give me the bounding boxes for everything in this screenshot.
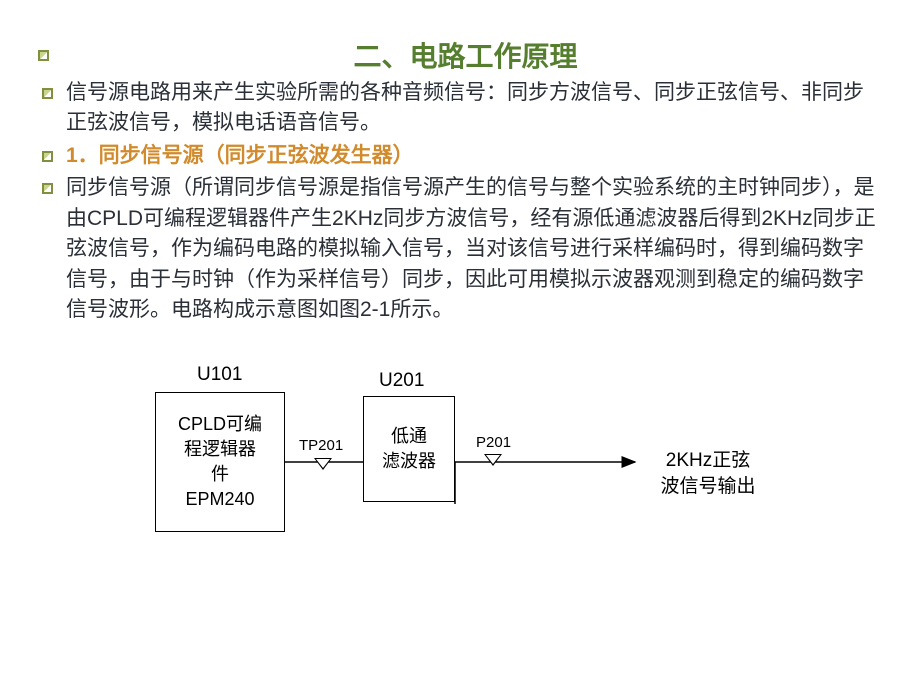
tp201-label: TP201 xyxy=(299,437,343,454)
probe-icon xyxy=(314,458,332,470)
slide-title: 二、电路工作原理 xyxy=(63,35,868,75)
box1-line2: 程逻辑器 xyxy=(184,437,256,462)
slide-body: 信号源电路用来产生实验所需的各种音频信号：同步方波信号、同步正弦信号、非同步正弦… xyxy=(66,78,876,328)
subhead-text: 1．同步信号源（同步正弦波发生器） xyxy=(66,144,414,167)
lpf-box: 低通 滤波器 xyxy=(363,396,455,502)
box2-line2: 滤波器 xyxy=(382,449,436,474)
box1-line4: EPM240 xyxy=(185,487,254,512)
slide: 二、电路工作原理 信号源电路用来产生实验所需的各种音频信号：同步方波信号、同步正… xyxy=(0,0,920,690)
title-bullet-icon xyxy=(38,50,49,61)
para-2: 同步信号源（所谓同步信号源是指信号源产生的信号与整个实验系统的主时钟同步），是由… xyxy=(66,173,876,325)
box2-line1: 低通 xyxy=(391,424,427,449)
cpld-box: CPLD可编 程逻辑器 件 EPM240 xyxy=(155,392,285,532)
para-1-text: 信号源电路用来产生实验所需的各种音频信号：同步方波信号、同步正弦信号、非同步正弦… xyxy=(66,81,864,134)
box1-line3: 件 xyxy=(211,462,229,487)
bullet-icon xyxy=(42,151,53,162)
box1-label-above: U101 xyxy=(197,364,242,386)
p201-label: P201 xyxy=(476,434,511,451)
probe-icon xyxy=(484,454,502,466)
subhead: 1．同步信号源（同步正弦波发生器） xyxy=(66,141,876,171)
para-2-text: 同步信号源（所谓同步信号源是指信号源产生的信号与整个实验系统的主时钟同步），是由… xyxy=(66,176,876,321)
block-diagram: U101 CPLD可编 程逻辑器 件 EPM240 U201 低通 滤波器 TP… xyxy=(155,360,795,580)
bullet-icon xyxy=(42,88,53,99)
output-label: 2KHz正弦 波信号输出 xyxy=(638,448,778,499)
box1-line1: CPLD可编 xyxy=(178,412,262,437)
para-1: 信号源电路用来产生实验所需的各种音频信号：同步方波信号、同步正弦信号、非同步正弦… xyxy=(66,78,876,139)
box2-label-above: U201 xyxy=(379,370,424,392)
bullet-icon xyxy=(42,183,53,194)
title-row: 二、电路工作原理 xyxy=(38,35,868,75)
output-line1: 2KHz正弦 xyxy=(638,448,778,474)
output-line2: 波信号输出 xyxy=(638,474,778,500)
